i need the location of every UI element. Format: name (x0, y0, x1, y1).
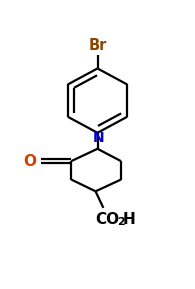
Text: Br: Br (88, 38, 107, 53)
Text: N: N (93, 131, 104, 145)
Text: CO: CO (96, 212, 120, 227)
Text: O: O (24, 153, 37, 168)
Text: H: H (122, 212, 135, 227)
Text: 2: 2 (117, 217, 125, 227)
